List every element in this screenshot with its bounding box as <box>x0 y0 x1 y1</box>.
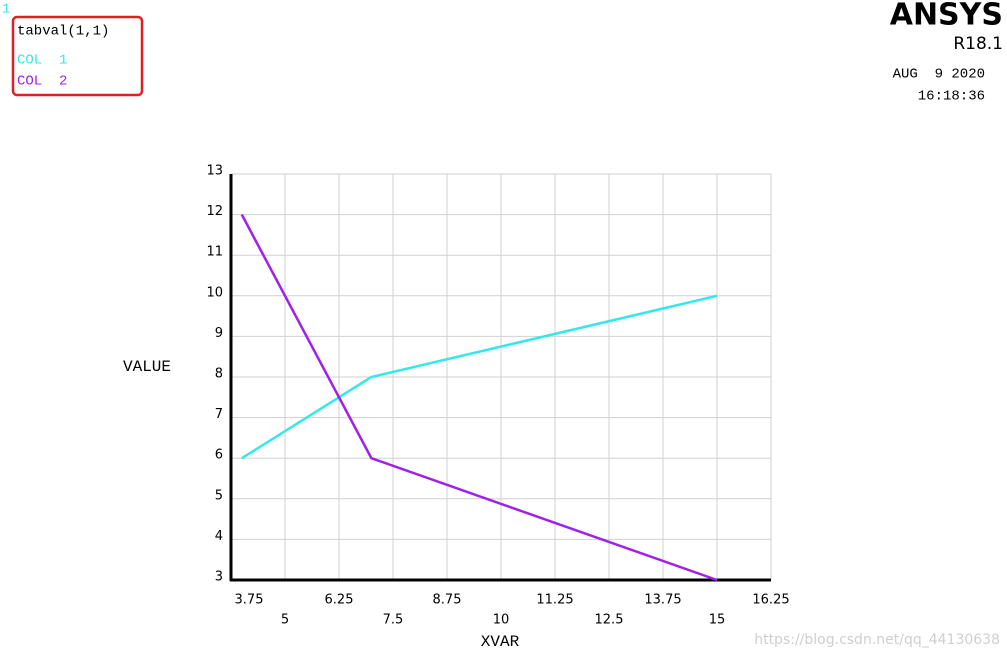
legend-entry: COL 1 <box>17 53 67 69</box>
y-tick-label: 5 <box>215 488 223 503</box>
y-axis-label: VALUE <box>123 358 171 376</box>
watermark: https://blog.csdn.net/qq_44130638 <box>754 632 1000 648</box>
date: AUG 9 2020 <box>893 67 985 83</box>
x-tick-label: 16.25 <box>752 593 789 608</box>
x-tick-label: 6.25 <box>325 593 354 608</box>
legend-title: tabval(1,1) <box>17 24 109 40</box>
x-tick-label: 3.75 <box>235 593 264 608</box>
x-tick-label: 12.5 <box>595 613 624 628</box>
version: R18.1 <box>953 34 1003 54</box>
y-tick-label: 13 <box>206 164 223 179</box>
legend-entry: COL 2 <box>17 74 67 90</box>
x-tick-label: 7.5 <box>383 613 404 628</box>
x-tick-label: 10 <box>493 613 510 628</box>
window-label: 1 <box>2 2 10 18</box>
x-tick-label: 11.25 <box>536 593 573 608</box>
time: 16:18:36 <box>918 89 985 105</box>
x-tick-label: 8.75 <box>433 593 462 608</box>
series-line <box>240 214 718 582</box>
y-tick-label: 6 <box>215 448 223 463</box>
y-tick-label: 4 <box>215 529 223 544</box>
y-tick-label: 9 <box>215 326 223 341</box>
x-axis-label: XVAR <box>481 633 520 651</box>
x-tick-label: 13.75 <box>644 593 681 608</box>
y-tick-label: 3 <box>215 570 223 585</box>
series-line <box>241 294 718 460</box>
y-tick-label: 12 <box>206 204 223 219</box>
x-tick-label: 15 <box>709 613 726 628</box>
x-tick-label: 5 <box>281 613 289 628</box>
y-tick-label: 7 <box>215 407 223 422</box>
y-tick-label: 10 <box>206 285 223 300</box>
y-tick-label: 8 <box>215 367 223 382</box>
brand: ANSYS <box>890 0 1003 33</box>
y-tick-label: 11 <box>206 245 223 260</box>
legend-box <box>11 15 144 97</box>
